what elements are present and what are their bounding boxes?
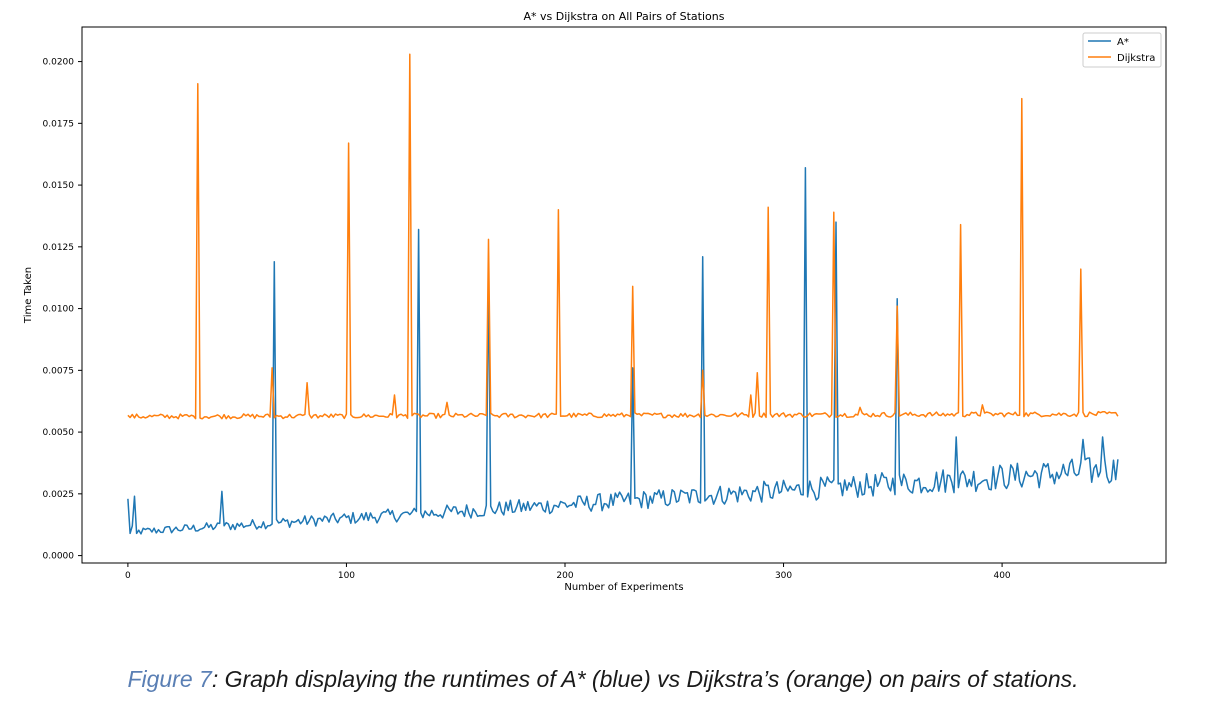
y-tick-label: 0.0000 (43, 552, 75, 562)
legend: A* Dijkstra (1082, 32, 1162, 68)
x-axis-ticks: 0 100 200 300 400 (125, 563, 1011, 581)
y-tick-label: 0.0050 (43, 428, 75, 438)
legend-label-a-star: A* (1117, 37, 1129, 48)
x-axis-label: Number of Experiments (564, 582, 683, 593)
y-tick-label: 0.0200 (43, 58, 75, 68)
x-tick-label: 400 (993, 571, 1010, 581)
y-tick-label: 0.0075 (43, 366, 75, 376)
y-tick-label: 0.0125 (43, 243, 75, 253)
y-tick-label: 0.0175 (43, 119, 75, 129)
y-tick-label: 0.0100 (43, 305, 75, 315)
y-axis-label: Time Taken (23, 267, 34, 324)
chart-title: A* vs Dijkstra on All Pairs of Stations (524, 10, 725, 23)
runtime-line-chart: A* vs Dijkstra on All Pairs of Stations … (23, 10, 1167, 593)
x-tick-label: 200 (556, 571, 573, 581)
y-tick-label: 0.0025 (43, 490, 75, 500)
figure-label: Figure 7 (127, 666, 212, 692)
legend-label-dijkstra: Dijkstra (1117, 53, 1155, 64)
figure-caption: Figure 7: Graph displaying the runtimes … (0, 666, 1206, 693)
x-tick-label: 0 (125, 571, 131, 581)
figure-caption-text: : Graph displaying the runtimes of A* (b… (211, 666, 1079, 692)
series-line-dijkstra (127, 53, 1119, 420)
x-tick-label: 300 (775, 571, 792, 581)
x-tick-label: 100 (338, 571, 355, 581)
y-tick-label: 0.0150 (43, 181, 75, 191)
plot-area (81, 26, 1167, 564)
series-layer (127, 53, 1119, 535)
y-axis-ticks: 0.0000 0.0025 0.0050 0.0075 0.0100 0.0125 0.01… (43, 58, 82, 562)
series-line-a-star (127, 167, 1119, 535)
